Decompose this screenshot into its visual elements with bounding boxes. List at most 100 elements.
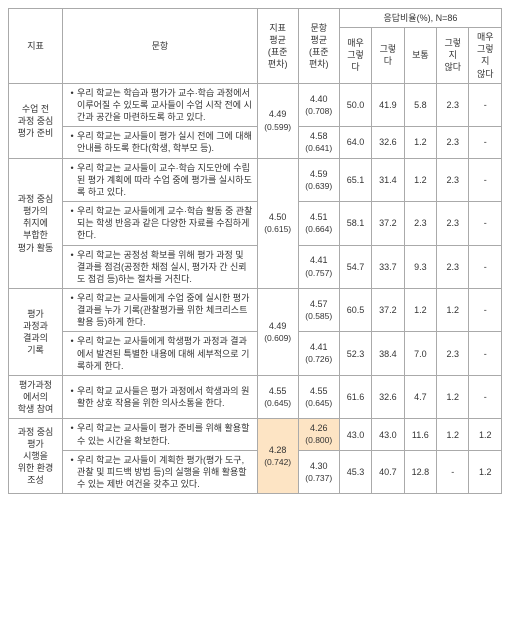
response-value: 1.2: [469, 419, 502, 451]
response-value: 64.0: [339, 127, 371, 159]
indicator-avg: 4.49(0.609): [257, 289, 298, 376]
th-text: 평균: [269, 35, 286, 45]
th-response-rate: 응답비율(%), N=86: [339, 9, 501, 28]
table-row: •우리 학교는 교사들이 평가 실시 전에 그에 대해 안내를 하도록 한다(학…: [9, 127, 502, 159]
response-value: 2.3: [404, 202, 436, 245]
th-text: 그렇지: [444, 38, 461, 60]
response-value: -: [469, 245, 502, 288]
indicator-label: 평가과정에서의학생 참여: [9, 375, 63, 418]
indicator-avg: 4.28(0.742): [257, 419, 298, 494]
response-value: 61.6: [339, 375, 371, 418]
item-avg: 4.30(0.737): [298, 450, 339, 493]
response-value: 50.0: [339, 83, 371, 126]
response-value: -: [469, 375, 502, 418]
response-value: 54.7: [339, 245, 371, 288]
indicator-avg: 4.50(0.615): [257, 158, 298, 288]
response-value: 11.6: [404, 419, 436, 451]
response-value: 1.2: [437, 419, 469, 451]
th-text: 그렇다: [347, 50, 364, 72]
response-value: 9.3: [404, 245, 436, 288]
response-value: 1.2: [404, 127, 436, 159]
th-neutral: 보통: [404, 28, 436, 84]
response-value: 43.0: [372, 419, 404, 451]
item-avg: 4.57(0.585): [298, 289, 339, 332]
item-avg: 4.58(0.641): [298, 127, 339, 159]
response-value: 7.0: [404, 332, 436, 375]
item-avg: 4.26(0.800): [298, 419, 339, 451]
indicator-label: 과정 중심평가시행을위한 환경조성: [9, 419, 63, 494]
response-value: 5.8: [404, 83, 436, 126]
table-row: •우리 학교는 교사들이 계획한 평가(평가 도구, 관찰 및 피드백 방법 등…: [9, 450, 502, 493]
response-value: 31.4: [372, 158, 404, 201]
table-row: 과정 중심평가의취지에부합한평가 활동•우리 학교는 교사들이 교수·학습 지도…: [9, 158, 502, 201]
indicator-label: 과정 중심평가의취지에부합한평가 활동: [9, 158, 63, 288]
item-avg: 4.41(0.757): [298, 245, 339, 288]
table-row: •우리 학교는 공정성 확보를 위해 평가 과정 및 결과를 점검(공정한 채점…: [9, 245, 502, 288]
response-value: 33.7: [372, 245, 404, 288]
th-text: 편차): [268, 59, 288, 69]
th-disagree: 그렇지 않다: [437, 28, 469, 84]
response-value: 38.4: [372, 332, 404, 375]
response-value: 2.3: [437, 127, 469, 159]
response-value: 37.2: [372, 289, 404, 332]
th-text: 지표: [269, 23, 286, 33]
table-row: 과정 중심평가시행을위한 환경조성•우리 학교는 교사들이 평가 준비를 위해 …: [9, 419, 502, 451]
response-value: 65.1: [339, 158, 371, 201]
response-value: 52.3: [339, 332, 371, 375]
th-text: 그렇지: [477, 44, 494, 66]
th-ind-avg: 지표 평균 (표준 편차): [257, 9, 298, 84]
item-description: •우리 학교는 교사들에게 교수·학습 활동 중 관찰되는 학생 반응과 같은 …: [63, 202, 258, 245]
item-description: •우리 학교는 공정성 확보를 위해 평가 과정 및 결과를 점검(공정한 채점…: [63, 245, 258, 288]
th-text: (표준: [268, 47, 288, 57]
response-value: 37.2: [372, 202, 404, 245]
item-avg: 4.55(0.645): [298, 375, 339, 418]
item-avg: 4.40(0.708): [298, 83, 339, 126]
response-value: 2.3: [437, 245, 469, 288]
table-row: 평가과정에서의학생 참여•우리 학교 교사들은 평가 과정에서 학생과의 원활한…: [9, 375, 502, 418]
th-text: 매우: [477, 32, 494, 42]
item-description: •우리 학교는 교사들이 계획한 평가(평가 도구, 관찰 및 피드백 방법 등…: [63, 450, 258, 493]
survey-table: 지표 문항 지표 평균 (표준 편차) 문항 평균 (표준 편차) 응답비율(%…: [8, 8, 502, 494]
response-value: -: [469, 332, 502, 375]
table-row: 평가과정과결과의기록•우리 학교는 교사들에게 수업 중에 실시한 평가 결과를…: [9, 289, 502, 332]
th-text: (표준: [309, 47, 329, 57]
response-value: 60.5: [339, 289, 371, 332]
item-description: •우리 학교는 교사들이 교수·학습 지도안에 수립된 평가 계획에 따라 수업…: [63, 158, 258, 201]
indicator-avg: 4.49(0.599): [257, 83, 298, 158]
response-value: 43.0: [339, 419, 371, 451]
item-avg: 4.59(0.639): [298, 158, 339, 201]
response-value: 12.8: [404, 450, 436, 493]
table-row: •우리 학교는 교사들에게 교수·학습 활동 중 관찰되는 학생 반응과 같은 …: [9, 202, 502, 245]
response-value: 45.3: [339, 450, 371, 493]
item-description: •우리 학교는 교사들이 평가 준비를 위해 활용할 수 있는 시간을 확보한다…: [63, 419, 258, 451]
indicator-avg: 4.55(0.645): [257, 375, 298, 418]
response-value: 32.6: [372, 375, 404, 418]
response-value: 1.2: [437, 375, 469, 418]
table-row: •우리 학교는 교사들에게 학생평가 과정과 결과에서 발견된 특별한 내용에 …: [9, 332, 502, 375]
th-text: 평균: [310, 35, 327, 45]
response-value: 2.3: [437, 158, 469, 201]
response-value: -: [437, 450, 469, 493]
response-value: 1.2: [404, 289, 436, 332]
response-value: -: [469, 127, 502, 159]
th-text: 문항: [310, 23, 327, 33]
response-value: 1.2: [404, 158, 436, 201]
th-agree: 그렇다: [372, 28, 404, 84]
response-value: 58.1: [339, 202, 371, 245]
response-value: 2.3: [437, 332, 469, 375]
item-description: •우리 학교 교사들은 평가 과정에서 학생과의 원활한 상호 작용을 위한 의…: [63, 375, 258, 418]
item-description: •우리 학교는 학습과 평가가 교수·학습 과정에서 이루어질 수 있도록 교사…: [63, 83, 258, 126]
item-avg: 4.41(0.726): [298, 332, 339, 375]
response-value: 32.6: [372, 127, 404, 159]
th-text: 않다: [477, 69, 494, 79]
item-description: •우리 학교는 교사들에게 수업 중에 실시한 평가 결과를 누가 기록(관찰평…: [63, 289, 258, 332]
response-value: 1.2: [437, 289, 469, 332]
response-value: -: [469, 202, 502, 245]
response-value: -: [469, 289, 502, 332]
th-text: 않다: [444, 62, 461, 72]
response-value: -: [469, 83, 502, 126]
item-description: •우리 학교는 교사들이 평가 실시 전에 그에 대해 안내를 하도록 한다(학…: [63, 127, 258, 159]
th-text: 편차): [309, 59, 329, 69]
th-item-avg: 문항 평균 (표준 편차): [298, 9, 339, 84]
th-item: 문항: [63, 9, 258, 84]
